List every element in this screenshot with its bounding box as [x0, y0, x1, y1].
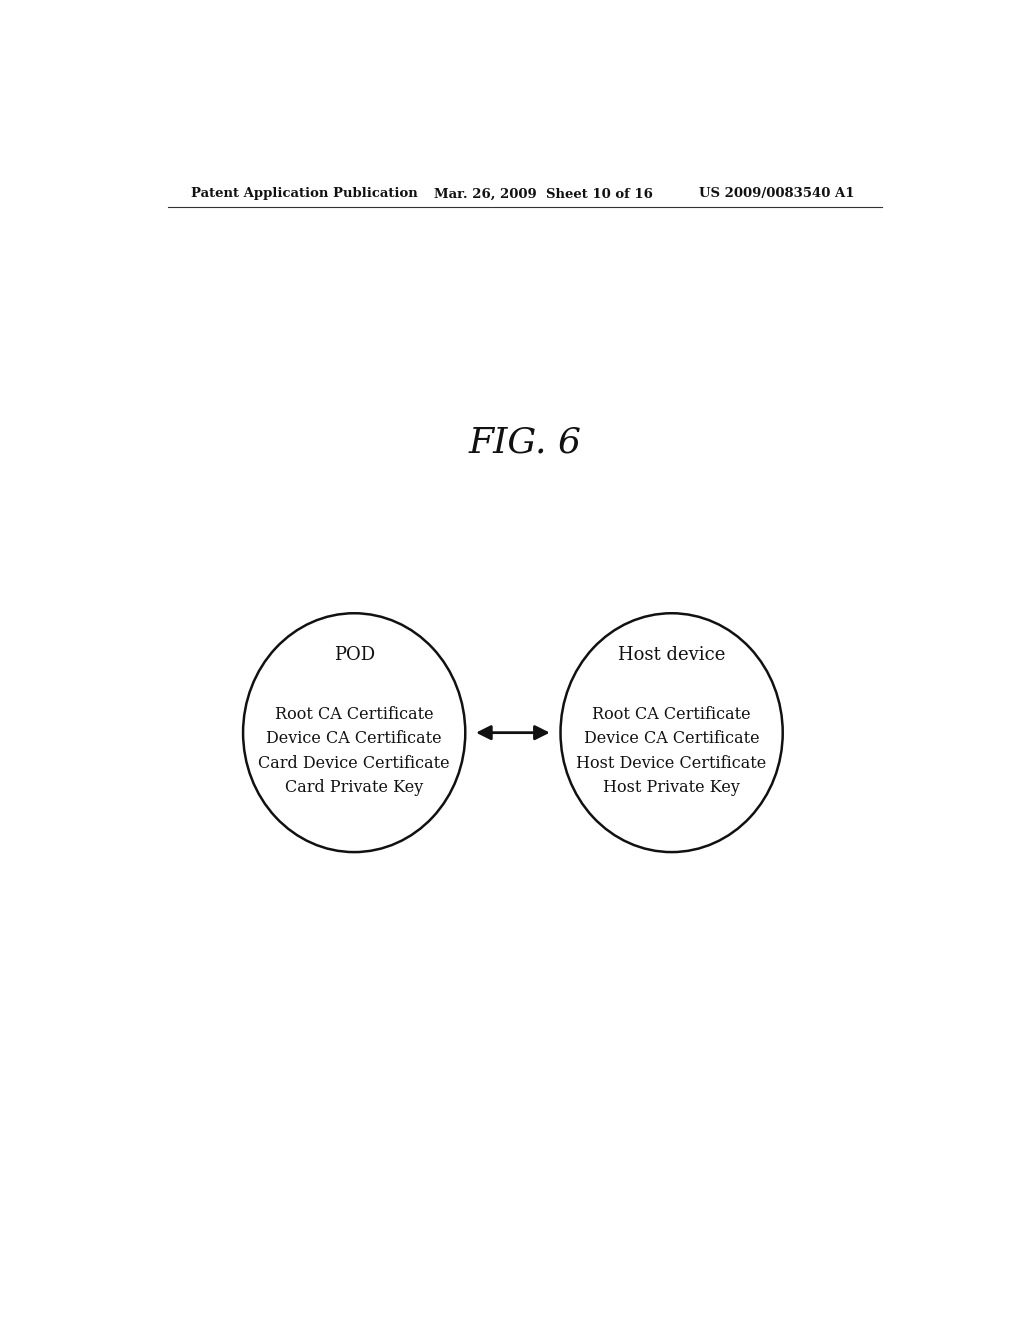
Text: Patent Application Publication: Patent Application Publication	[191, 187, 418, 201]
Text: Root CA Certificate
Device CA Certificate
Host Device Certificate
Host Private K: Root CA Certificate Device CA Certificat…	[577, 706, 767, 796]
Ellipse shape	[560, 614, 782, 853]
Text: FIG. 6: FIG. 6	[468, 426, 582, 459]
Ellipse shape	[243, 614, 465, 853]
FancyArrowPatch shape	[479, 726, 547, 739]
Text: Root CA Certificate
Device CA Certificate
Card Device Certificate
Card Private K: Root CA Certificate Device CA Certificat…	[258, 706, 450, 796]
Text: POD: POD	[334, 647, 375, 664]
Text: US 2009/0083540 A1: US 2009/0083540 A1	[699, 187, 855, 201]
Text: Host device: Host device	[617, 647, 725, 664]
Text: Mar. 26, 2009  Sheet 10 of 16: Mar. 26, 2009 Sheet 10 of 16	[433, 187, 652, 201]
